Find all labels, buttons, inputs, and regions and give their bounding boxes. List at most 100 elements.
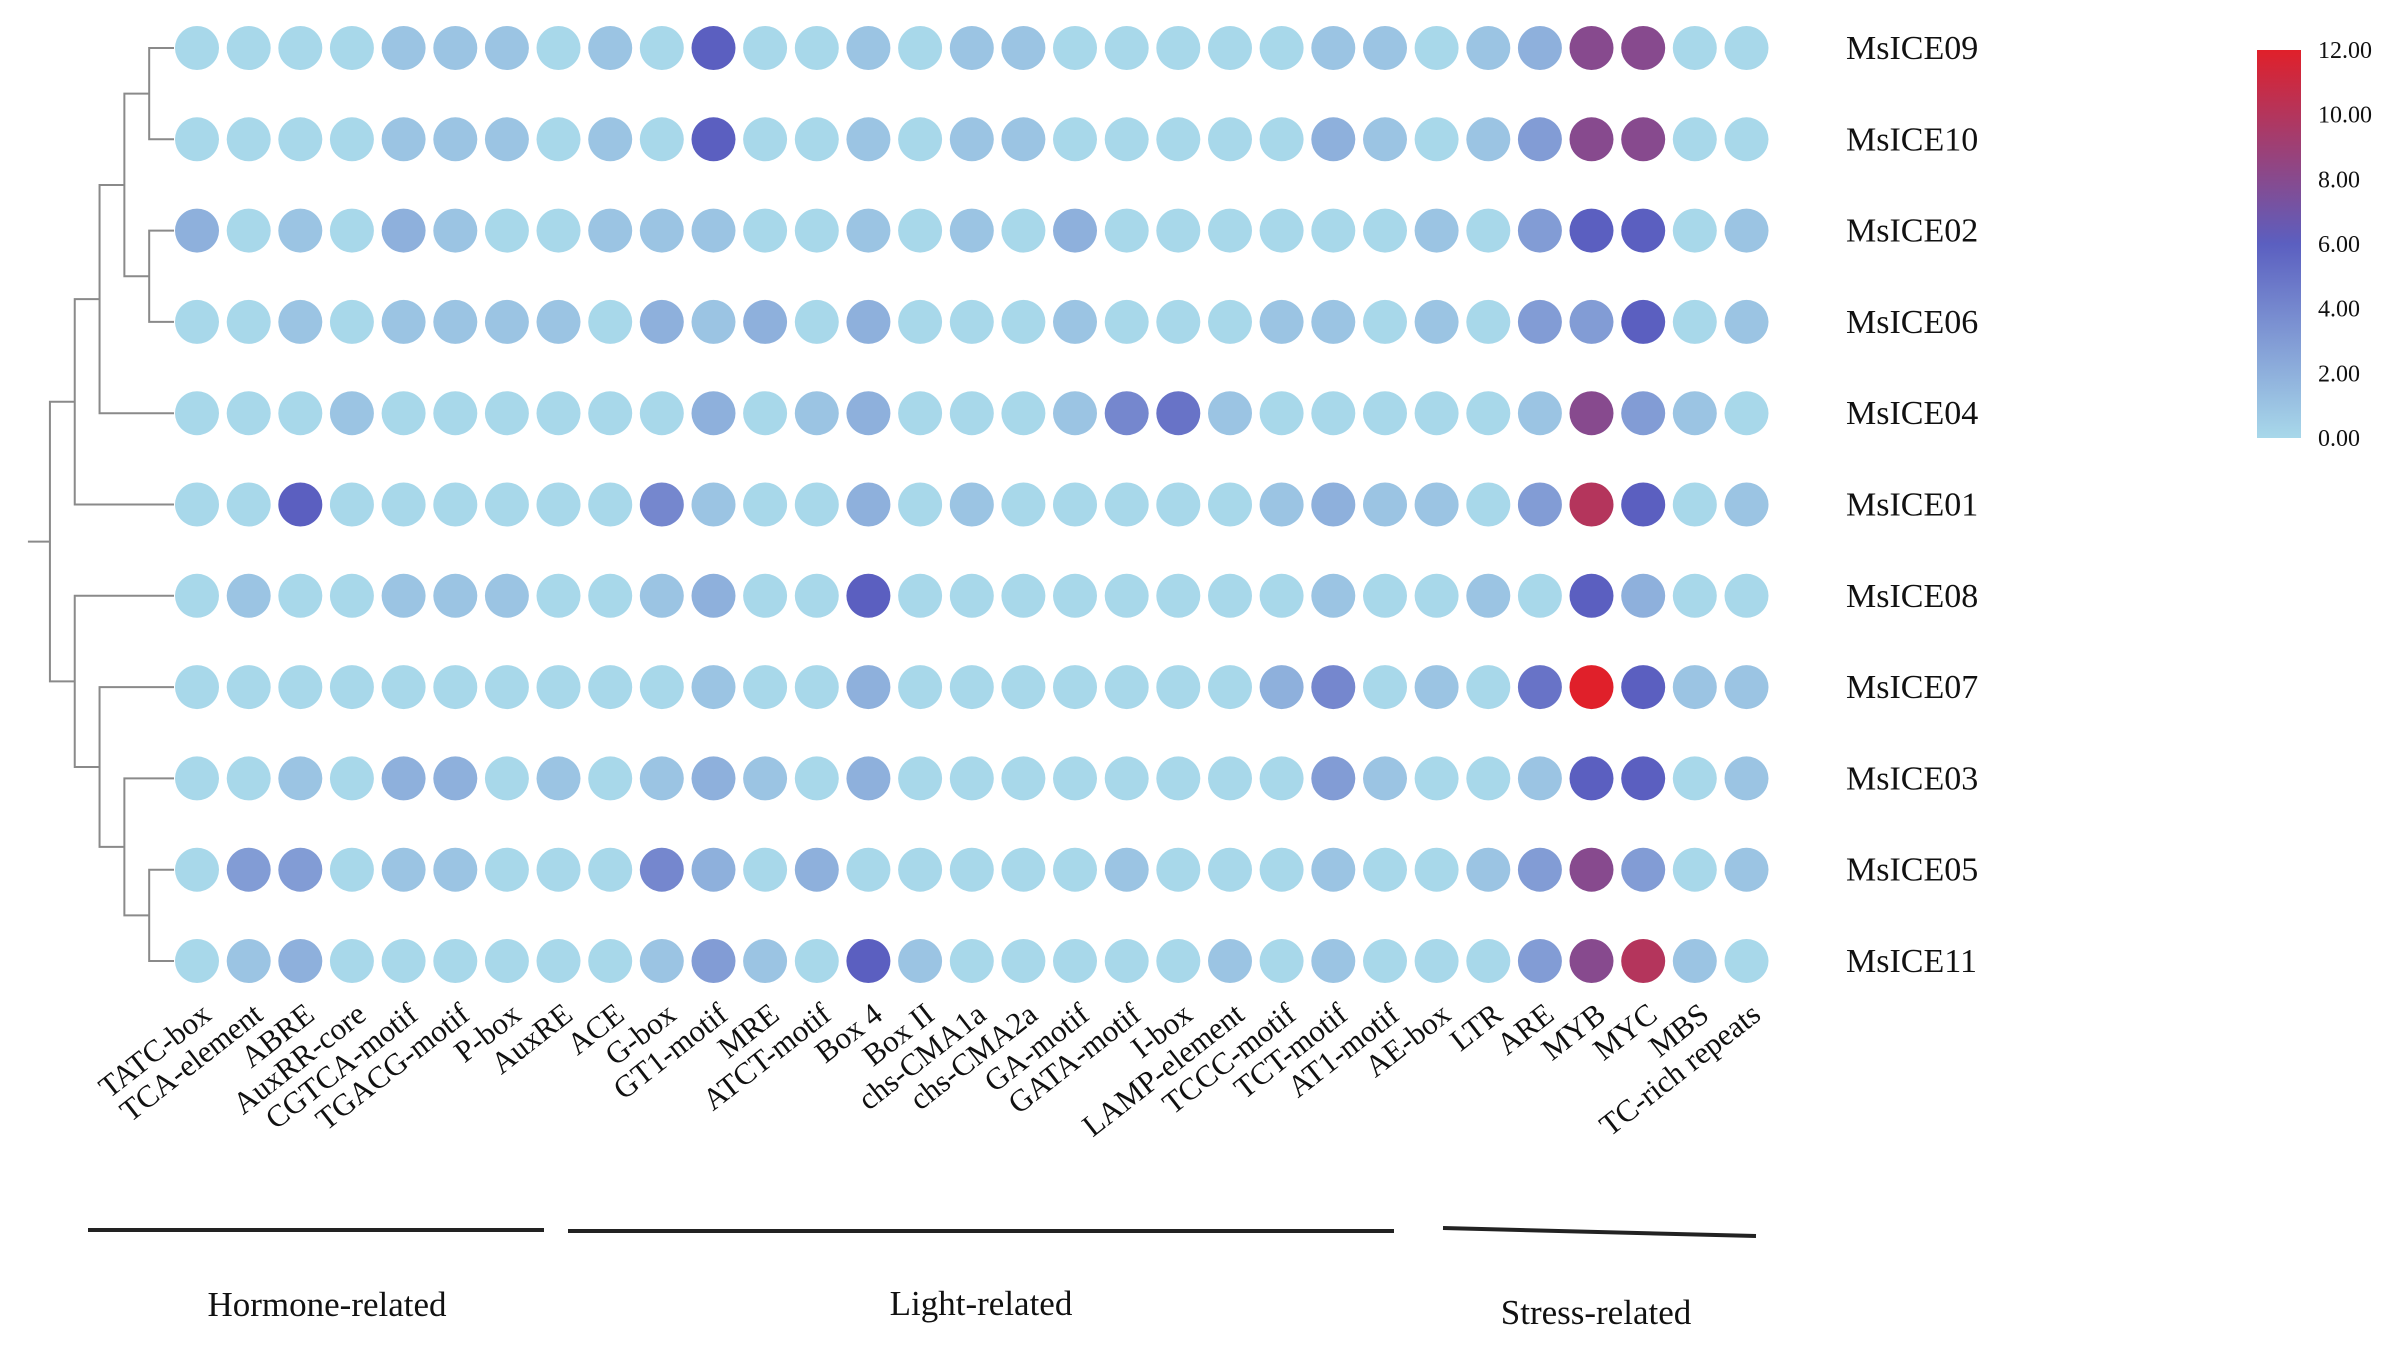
cell-MsICE04-AT1-motif (1363, 391, 1407, 436)
cell-MsICE06-TCT-motif (1311, 299, 1356, 344)
cell-MsICE11-TCA-element (226, 939, 271, 983)
cell-MsICE09-AuxRE (536, 26, 581, 70)
cell-MsICE10-Box II (898, 117, 943, 162)
cell-MsICE06-TC-rich repeats (1724, 299, 1769, 344)
cell-MsICE02-ACE (588, 208, 633, 253)
cell-MsICE11-AT1-motif (1363, 939, 1407, 983)
cell-MsICE10-TC-rich repeats (1724, 117, 1769, 162)
dendrogram-branch (73, 594, 174, 768)
cell-MsICE02-Box II (898, 208, 943, 253)
cell-MsICE08-TC-rich repeats (1724, 573, 1769, 618)
cell-MsICE11-TCT-motif (1311, 939, 1356, 983)
cell-MsICE04-AE-box (1414, 391, 1459, 436)
cell-MsICE02-LTR (1466, 208, 1511, 253)
dendrogram (27, 47, 174, 962)
cell-MsICE03-MYC (1621, 756, 1666, 801)
cell-MsICE08-CGTCA-motif (381, 573, 426, 618)
cell-MsICE06-ARE (1517, 299, 1562, 344)
cell-MsICE04-ARE (1517, 391, 1562, 436)
cell-MsICE02-P-box (484, 208, 529, 253)
cell-MsICE03-LAMP-element (1208, 756, 1252, 801)
cell-MsICE11-GA-motif (1053, 939, 1097, 983)
cell-MsICE03-GA-motif (1053, 756, 1097, 801)
cell-MsICE11-TCCC-motif (1259, 939, 1304, 983)
cell-MsICE08-AE-box (1414, 573, 1459, 618)
cell-MsICE03-TC-rich repeats (1724, 756, 1769, 801)
cell-MsICE05-AuxRE (536, 847, 581, 892)
cell-MsICE02-CGTCA-motif (381, 208, 426, 253)
cell-MsICE01-AuxRR-core (329, 482, 374, 527)
cell-MsICE01-GT1-motif (691, 482, 736, 527)
cell-MsICE03-LTR (1466, 756, 1511, 801)
cell-MsICE08-ACE (588, 573, 633, 618)
cell-MsICE10-TCA-element (226, 117, 271, 162)
cell-MsICE09-MBS (1672, 26, 1717, 70)
cell-MsICE10-AuxRR-core (329, 117, 374, 162)
cell-MsICE08-ABRE (278, 573, 323, 618)
cell-MsICE05-ABRE (278, 847, 323, 892)
cell-MsICE09-GATA-motif (1104, 26, 1149, 70)
cell-MsICE09-ATCT-motif (794, 26, 839, 70)
cell-MsICE11-MBS (1672, 939, 1717, 983)
cell-MsICE04-chs-CMA1a (949, 391, 994, 436)
cell-MsICE06-AT1-motif (1363, 299, 1407, 344)
dendrogram-branch (148, 868, 174, 962)
cell-MsICE11-TATC-box (175, 939, 219, 983)
cell-MsICE10-AuxRE (536, 117, 581, 162)
cell-MsICE08-TCCC-motif (1259, 573, 1304, 618)
cell-MsICE06-chs-CMA2a (1001, 299, 1046, 344)
cell-MsICE01-TCT-motif (1311, 482, 1356, 527)
group-label: Hormone-related (207, 1285, 447, 1324)
cell-MsICE03-AuxRE (536, 756, 581, 801)
cell-MsICE03-AuxRR-core (329, 756, 374, 801)
cell-MsICE06-GA-motif (1053, 299, 1097, 344)
cell-MsICE02-I-box (1156, 208, 1201, 253)
cell-MsICE04-GT1-motif (691, 391, 736, 436)
cell-MsICE05-MBS (1672, 847, 1717, 892)
cell-MsICE01-Box II (898, 482, 943, 527)
cell-MsICE05-MYC (1621, 847, 1666, 892)
cell-MsICE08-MRE (743, 573, 788, 618)
cell-MsICE09-MYC (1621, 26, 1666, 70)
cell-MsICE04-TGACG-motif (433, 391, 478, 436)
cell-MsICE06-GATA-motif (1104, 299, 1149, 344)
cell-MsICE02-TCA-element (226, 208, 271, 253)
cell-MsICE07-chs-CMA1a (949, 665, 994, 710)
cell-MsICE07-TCCC-motif (1259, 665, 1304, 710)
cell-MsICE11-P-box (484, 939, 529, 983)
cell-MsICE06-MYC (1621, 299, 1666, 344)
cell-MsICE03-AE-box (1414, 756, 1459, 801)
cell-MsICE04-ACE (588, 391, 633, 436)
group-label: Stress-related (1501, 1293, 1692, 1332)
cell-MsICE03-AT1-motif (1363, 756, 1407, 801)
cell-MsICE07-TCA-element (226, 665, 271, 710)
cell-MsICE10-GATA-motif (1104, 117, 1149, 162)
cell-MsICE07-ARE (1517, 665, 1562, 710)
cell-MsICE05-MRE (743, 847, 788, 892)
cell-MsICE10-I-box (1156, 117, 1201, 162)
cell-MsICE04-Box 4 (846, 391, 891, 436)
cell-MsICE06-AE-box (1414, 299, 1459, 344)
cell-MsICE01-Box 4 (846, 482, 891, 527)
cell-MsICE10-TATC-box (175, 117, 219, 162)
gene-label-MsICE06: MsICE06 (1846, 304, 1978, 341)
cell-MsICE11-MRE (743, 939, 788, 983)
cell-MsICE11-G-box (639, 939, 684, 983)
cell-MsICE10-ABRE (278, 117, 323, 162)
legend-color-bar (2257, 50, 2301, 438)
cell-MsICE01-TC-rich repeats (1724, 482, 1769, 527)
cell-MsICE10-ACE (588, 117, 633, 162)
cell-MsICE04-MRE (743, 391, 788, 436)
cell-MsICE07-TATC-box (175, 665, 219, 710)
cell-MsICE02-GT1-motif (691, 208, 736, 253)
cell-MsICE06-AuxRE (536, 299, 581, 344)
cell-MsICE03-TATC-box (175, 756, 219, 801)
cell-MsICE11-LAMP-element (1208, 939, 1252, 983)
cell-MsICE11-chs-CMA1a (949, 939, 994, 983)
cell-MsICE06-LTR (1466, 299, 1511, 344)
cell-MsICE06-AuxRR-core (329, 299, 374, 344)
cell-MsICE06-ATCT-motif (794, 299, 839, 344)
cell-MsICE02-TCT-motif (1311, 208, 1356, 253)
cell-MsICE05-ACE (588, 847, 633, 892)
